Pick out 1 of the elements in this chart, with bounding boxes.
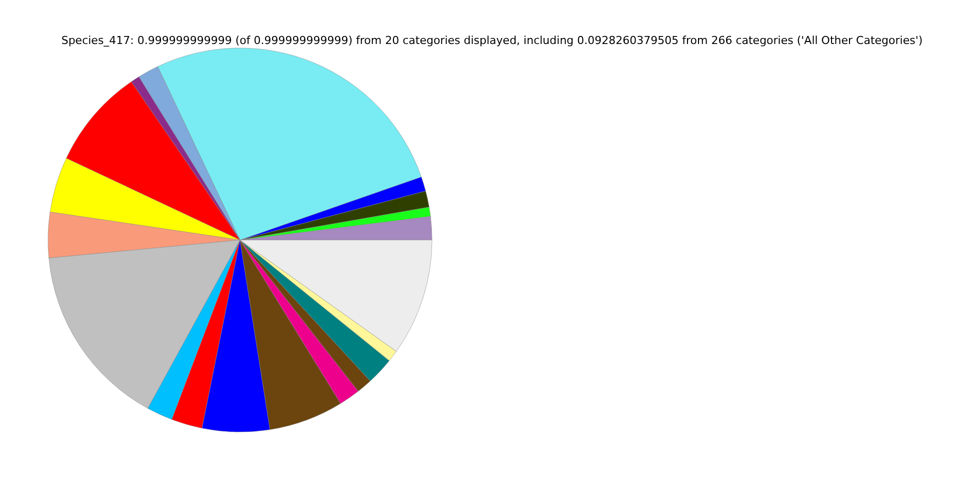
text: Species_417: 0.999999999999 (of 0.999999999999) from 20 categories displayed, including 0.0928260379505 from 266 categories ('All Other Categories') (61, 34, 923, 47)
